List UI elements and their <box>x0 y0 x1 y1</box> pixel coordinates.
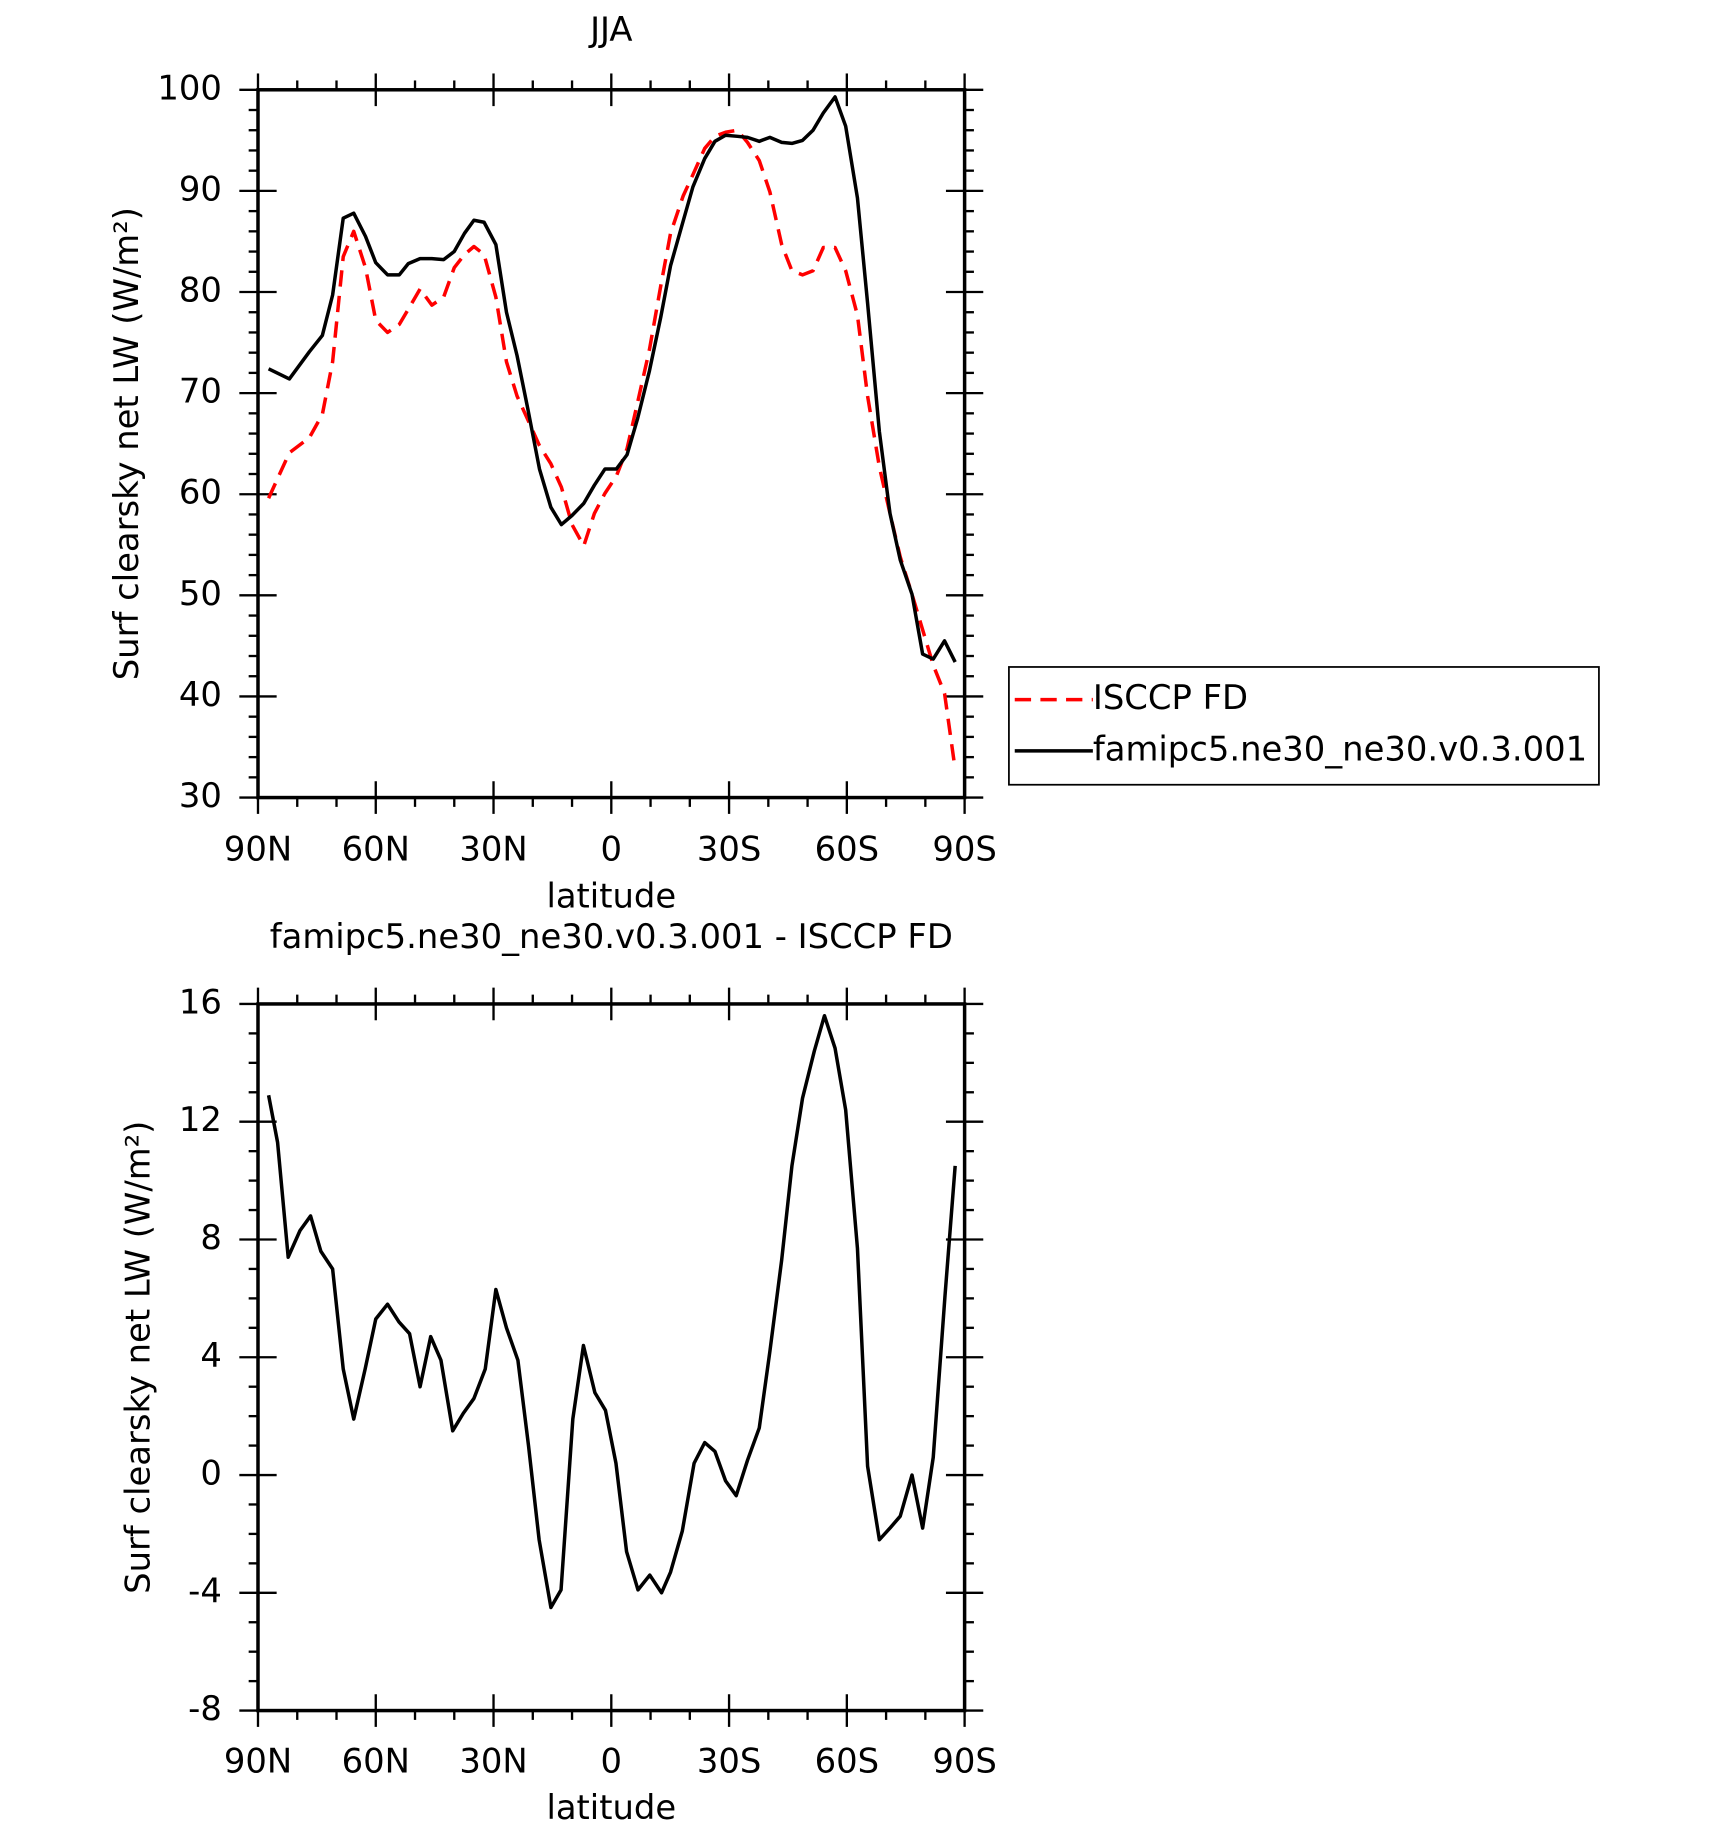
y-tick-label: 80 <box>179 271 222 310</box>
x-tick-label: 30S <box>697 1742 761 1781</box>
x-tick-label: 90S <box>932 830 996 869</box>
y-axis-label: Surf clearsky net LW (W/m²) <box>119 1121 158 1594</box>
x-tick-label: 60S <box>815 1742 879 1781</box>
y-tick-label: 4 <box>200 1336 222 1375</box>
y-tick-label: 50 <box>179 574 222 613</box>
data-line <box>267 95 957 663</box>
y-tick-label: 12 <box>179 1100 222 1139</box>
y-tick-label: 0 <box>200 1454 222 1493</box>
y-tick-label: 16 <box>179 982 222 1021</box>
y-tick-label: 8 <box>200 1218 222 1257</box>
x-tick-label: 90N <box>224 1742 292 1781</box>
x-tick-label: 60S <box>815 830 879 869</box>
data-line <box>266 1013 957 1610</box>
y-tick-label: 70 <box>179 372 222 411</box>
legend-label: ISCCP FD <box>1093 678 1248 717</box>
y-tick-label: -8 <box>188 1689 222 1728</box>
x-tick-label: 30N <box>459 1742 527 1781</box>
x-tick-label: 0 <box>601 1742 623 1781</box>
x-tick-label: 90N <box>224 830 292 869</box>
y-tick-label: 90 <box>179 169 222 208</box>
plot-frame <box>256 88 967 800</box>
x-axis-label: latitude <box>546 1788 676 1827</box>
x-tick-label: 60N <box>342 830 410 869</box>
legend-label: famipc5.ne30_ne30.v0.3.001 <box>1093 729 1587 768</box>
chart-title: JJA <box>588 10 632 49</box>
x-tick-label: 0 <box>601 830 623 869</box>
y-tick-label: 30 <box>179 776 222 815</box>
x-tick-label: 90S <box>932 1742 996 1781</box>
chart-title: famipc5.ne30_ne30.v0.3.001 - ISCCP FD <box>270 917 953 956</box>
data-line <box>267 128 957 770</box>
y-tick-label: 100 <box>157 68 222 107</box>
x-tick-label: 30N <box>459 830 527 869</box>
plot-frame <box>256 1002 967 1713</box>
legend-box <box>1008 666 1600 786</box>
x-axis-label: latitude <box>546 876 676 915</box>
y-tick-label: 40 <box>179 675 222 714</box>
y-tick-label: 60 <box>179 473 222 512</box>
x-tick-label: 30S <box>697 830 761 869</box>
x-tick-label: 60N <box>342 1742 410 1781</box>
y-axis-label: Surf clearsky net LW (W/m²) <box>107 207 146 680</box>
y-tick-label: -4 <box>188 1571 222 1610</box>
